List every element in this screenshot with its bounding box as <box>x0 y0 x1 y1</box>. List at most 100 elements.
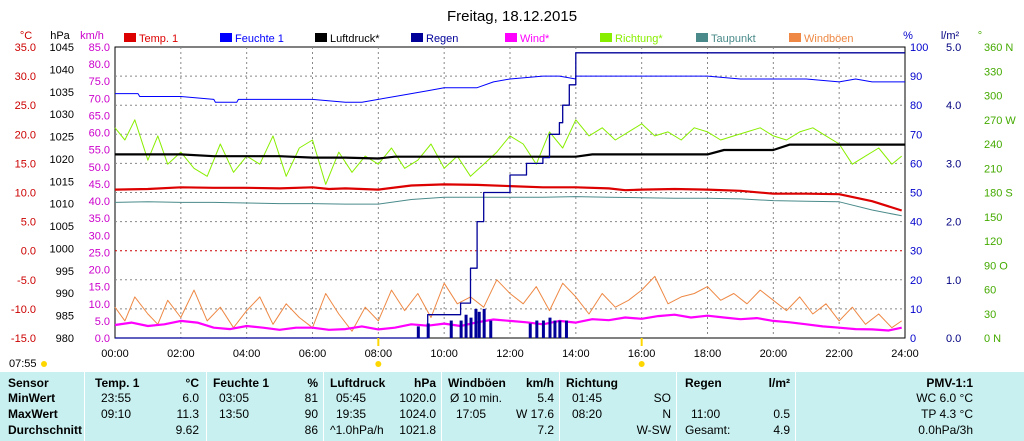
rain-tick-label: 5.0 <box>946 42 961 54</box>
legend-label: Feuchte 1 <box>235 33 284 45</box>
luftdruck-header: Luftdruck <box>330 376 386 390</box>
col-temp: Temp. 1 °C 23:55 6.0 09:10 11.3 9.62 <box>84 372 207 441</box>
x-tick-label: 02:00 <box>167 348 195 360</box>
humidity-tick-label: 50 <box>910 188 922 200</box>
wind-tick-label: 35.0 <box>89 213 110 225</box>
direction-unit-label: ° <box>978 30 982 42</box>
pmv-wc: WC 6.0 °C <box>916 391 973 405</box>
series-line <box>115 52 905 339</box>
pressure-tick-label: 1030 <box>50 109 74 121</box>
wind-tick-label: 85.0 <box>89 42 110 54</box>
chart-title: Freitag, 18.12.2015 <box>447 8 577 25</box>
row-label-min: MinWert <box>8 391 56 405</box>
temp-tick-label: -5.0 <box>17 275 36 287</box>
regen-header: Regen <box>685 376 722 390</box>
direction-tick-label: 270 W <box>984 115 1016 127</box>
luftdruck-max-val: 1024.0 <box>399 407 436 421</box>
series-line <box>114 275 902 332</box>
rain-bar <box>416 326 420 338</box>
rain-bar <box>464 314 468 338</box>
direction-tick-label: 210 <box>984 163 1002 175</box>
rain-bar <box>548 317 552 338</box>
temp-tick-label: 10.0 <box>15 188 36 200</box>
pmv-trend: 0.0hPa/3h <box>918 423 973 437</box>
humidity-tick-label: 0 <box>910 333 916 345</box>
luftdruck-min-val: 1020.0 <box>399 391 436 405</box>
pressure-tick-label: 1020 <box>50 154 74 166</box>
series-line <box>114 196 902 217</box>
legend-label: Luftdruck* <box>330 33 380 45</box>
rain-bar <box>426 323 430 338</box>
temp-tick-label: 30.0 <box>15 71 36 83</box>
legend-label: Windböen <box>804 33 854 45</box>
x-tick-label: 24:00 <box>891 348 919 360</box>
pressure-tick-label: 980 <box>56 333 74 345</box>
x-tick-label: 08:00 <box>365 348 393 360</box>
feuchte-header: Feuchte 1 <box>213 376 270 390</box>
now-marker-dot <box>41 361 47 367</box>
wind-tick-label: 50.0 <box>89 162 110 174</box>
humidity-tick-label: 90 <box>910 71 922 83</box>
richtung-r1-time: 01:45 <box>572 391 603 405</box>
wind-tick-label: 15.0 <box>89 282 110 294</box>
rain-tick-label: 0.0 <box>946 333 961 345</box>
legend-swatch <box>124 33 136 42</box>
legend-label: Regen <box>426 33 458 45</box>
humidity-unit-label: % <box>903 30 913 42</box>
temp-tick-label: 15.0 <box>15 158 36 170</box>
humidity-tick-label: 30 <box>910 246 922 258</box>
windboeen-r2-time: 17:05 <box>456 407 487 421</box>
temp-tick-label: 0.0 <box>21 246 36 258</box>
series-line <box>115 75 905 103</box>
direction-tick-label: 180 S <box>984 188 1013 200</box>
rain-unit-label: l/m² <box>941 30 960 42</box>
x-tick-label: 04:00 <box>233 348 261 360</box>
pressure-tick-label: 1040 <box>50 64 74 76</box>
rain-bar <box>469 317 473 338</box>
temp-tick-label: -15.0 <box>11 333 36 345</box>
direction-tick-label: 120 <box>984 236 1002 248</box>
luftdruck-avg: 1021.8 <box>399 423 436 437</box>
wind-tick-label: 30.0 <box>89 230 110 242</box>
x-tick-label: 14:00 <box>562 348 590 360</box>
legend-label: Taupunkt <box>711 33 756 45</box>
wind-tick-label: 10.0 <box>89 299 110 311</box>
col-regen: Regen l/m² 11:00 0.5 Gesamt: 4.9 <box>676 372 796 441</box>
direction-tick-label: 330 <box>984 66 1002 78</box>
pressure-tick-label: 1010 <box>50 199 74 211</box>
wind-tick-label: 20.0 <box>89 265 110 277</box>
rain-bar <box>541 320 545 338</box>
series-line <box>114 119 903 185</box>
feuchte-unit: % <box>307 376 318 390</box>
x-tick-label: 18:00 <box>694 348 722 360</box>
pressure-tick-label: 985 <box>56 311 74 323</box>
legend-label: Wind* <box>520 33 550 45</box>
rain-tick-label: 3.0 <box>946 158 961 170</box>
legend-swatch <box>505 33 517 42</box>
pmv-tp: TP 4.3 °C <box>921 407 973 421</box>
x-tick-label: 20:00 <box>760 348 788 360</box>
rain-bar <box>535 320 539 338</box>
col-pmv: PMV-1:1 WC 6.0 °C TP 4.3 °C 0.0hPa/3h <box>795 372 1024 441</box>
temp-tick-label: 20.0 <box>15 129 36 141</box>
pressure-tick-label: 1000 <box>50 243 74 255</box>
legend-swatch <box>315 33 327 42</box>
time-label: 07:55 <box>9 358 37 370</box>
richtung-avg: W-SW <box>636 423 671 437</box>
rain-bar <box>489 320 493 338</box>
rain-tick-label: 2.0 <box>946 217 961 229</box>
legend-swatch <box>600 33 612 42</box>
wind-tick-label: 70.0 <box>89 93 110 105</box>
wind-unit-label: km/h <box>80 30 104 42</box>
wind-tick-label: 40.0 <box>89 196 110 208</box>
temp-avg: 9.62 <box>175 423 199 437</box>
x-tick-label: 00:00 <box>101 348 129 360</box>
row-label-max: MaxWert <box>8 407 58 421</box>
richtung-r2-val: N <box>662 407 671 421</box>
x-tick-label: 12:00 <box>496 348 524 360</box>
col-feuchte: Feuchte 1 % 03:05 81 13:50 90 86 <box>206 372 324 441</box>
x-tick-label: 22:00 <box>825 348 853 360</box>
feuchte-min-val: 81 <box>304 391 318 405</box>
rain-bar <box>449 320 453 338</box>
legend-swatch <box>411 33 423 42</box>
